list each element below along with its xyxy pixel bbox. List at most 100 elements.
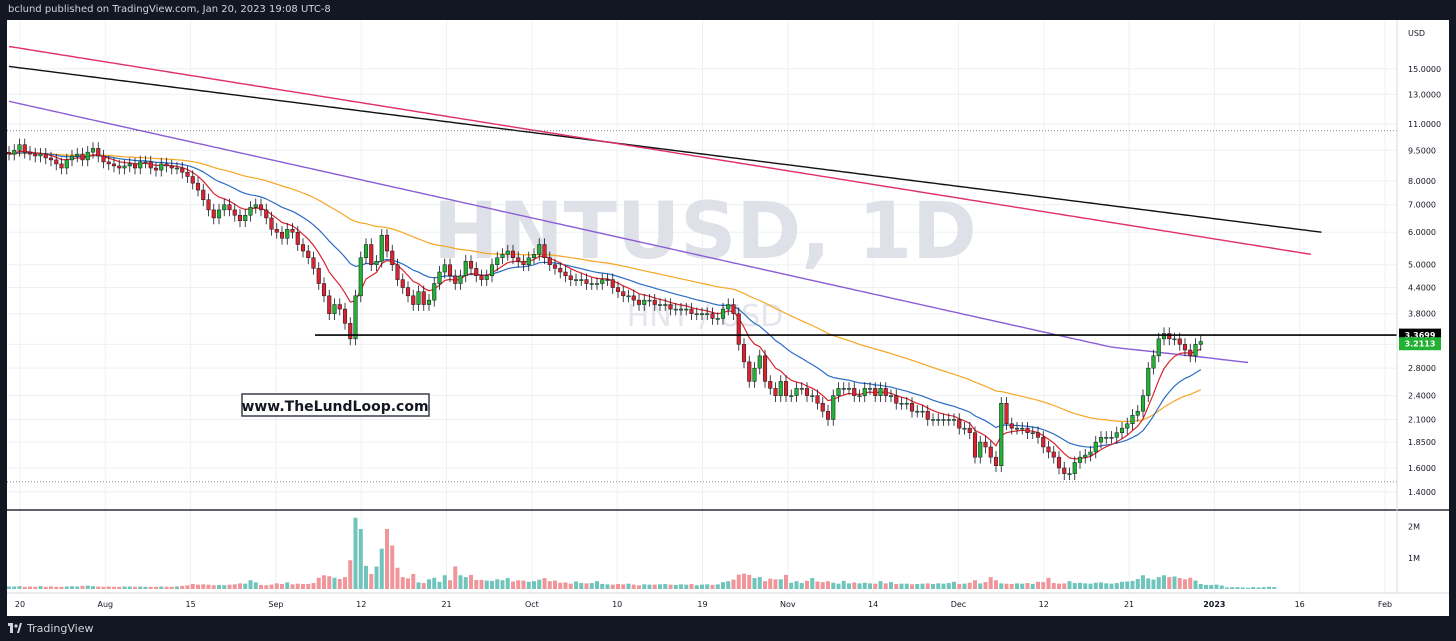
candle-body — [726, 304, 731, 310]
candle-up — [1119, 422, 1125, 440]
time-tick-label: 15 — [186, 600, 196, 609]
candle-up — [589, 277, 594, 290]
candle-body — [169, 165, 174, 169]
price-axis[interactable]: USD 15.0000 13.0000 11.0000 9.5000 8.0000 7.0… — [1408, 29, 1441, 497]
volume-bar — [799, 583, 804, 589]
candle-body — [6, 152, 12, 155]
volume-bar — [1135, 579, 1140, 589]
candle-body — [80, 153, 85, 161]
volume-bar — [222, 585, 227, 589]
candle-body — [972, 432, 978, 458]
volume-bar — [563, 582, 568, 589]
volume-bar — [196, 584, 200, 589]
candle-body — [258, 204, 264, 211]
candle-down — [269, 211, 274, 236]
volume-bar — [836, 583, 841, 589]
candle-down — [274, 223, 279, 239]
candle-body — [652, 299, 657, 305]
time-tick-label: Nov — [780, 600, 796, 609]
candle-down — [1167, 327, 1172, 346]
candle-body — [552, 264, 558, 269]
volume-bar — [364, 565, 368, 589]
volume-tick-label: 2M — [1408, 523, 1420, 532]
price-tick-label: 1.8500 — [1408, 438, 1436, 447]
candle-body — [138, 161, 143, 169]
candle-up — [437, 265, 442, 290]
candle-body — [153, 167, 159, 171]
candle-up — [253, 198, 258, 214]
candle-body — [195, 182, 201, 191]
candle-body — [243, 214, 248, 221]
candle-body — [710, 313, 715, 319]
price-tick-label: 4.4000 — [1408, 284, 1436, 293]
candle-body — [789, 395, 794, 397]
candle-up — [1198, 335, 1203, 351]
candle-body — [794, 388, 799, 396]
volume-bar — [1240, 587, 1245, 589]
volume-bar — [1204, 584, 1208, 589]
candle-body — [321, 283, 327, 297]
volume-bar — [301, 584, 305, 589]
candle-down — [957, 413, 962, 435]
candle-body — [437, 271, 442, 284]
candle-body — [85, 151, 90, 161]
website-badge-text: www.TheLundLoop.com — [241, 399, 428, 415]
candle-body — [38, 153, 43, 157]
candle-up — [836, 382, 841, 403]
candle-body — [285, 229, 290, 239]
candle-body — [930, 419, 936, 421]
candle-body — [227, 204, 232, 211]
candle-up — [143, 155, 148, 169]
candle-body — [232, 209, 237, 216]
volume-bar — [784, 574, 788, 589]
volume-bar — [931, 584, 935, 589]
candle-up — [1135, 405, 1140, 422]
candle-body — [1025, 427, 1030, 433]
candle-body — [474, 268, 479, 277]
candle-body — [426, 299, 432, 305]
candle-up — [579, 273, 584, 286]
candle-body — [1151, 355, 1156, 369]
candle-body — [547, 257, 552, 265]
horizontal-lines — [7, 130, 1397, 483]
candle-down — [190, 170, 195, 190]
volume-bar — [1130, 580, 1135, 589]
candle-down — [815, 389, 820, 410]
volume-bar — [1141, 575, 1145, 589]
candle-body — [741, 344, 747, 363]
volume-bar — [206, 584, 211, 589]
candle-body — [804, 388, 810, 396]
candle-body — [453, 275, 458, 284]
time-axis[interactable]: 20 Aug 15 Sep 12 21 Oct 10 19 Nov 14 Dec 12 21 2023 16 F… — [15, 600, 1392, 609]
candle-up — [174, 161, 180, 175]
volume-bar — [1198, 584, 1203, 589]
volume-bar — [374, 566, 379, 589]
volume-bar — [348, 560, 353, 589]
candle-body — [353, 295, 358, 340]
price-tick-label: 2.8000 — [1408, 364, 1436, 373]
candle-up — [831, 389, 836, 426]
volume-bar — [311, 583, 316, 589]
candle-up — [936, 413, 941, 426]
candle-up — [946, 413, 951, 426]
footer-brand[interactable]: TradingView — [8, 620, 93, 636]
volume-bar — [568, 583, 573, 589]
candle-up — [1114, 426, 1119, 444]
candle-up — [216, 203, 222, 225]
volume-bar — [726, 581, 731, 589]
volume-bar — [883, 583, 888, 589]
candle-down — [731, 298, 736, 321]
candle-body — [600, 279, 605, 284]
candle-body — [54, 159, 59, 165]
volume-bar — [679, 584, 683, 589]
volume-bar — [33, 586, 38, 589]
candle-body — [48, 157, 54, 161]
candle-body — [773, 388, 778, 396]
volume-bar — [1167, 577, 1172, 589]
volume-bar — [710, 584, 715, 589]
candle-body — [505, 250, 510, 255]
candle-body — [999, 402, 1004, 467]
volume-bar — [1156, 577, 1161, 589]
candle-body — [941, 419, 946, 421]
candle-body — [899, 402, 904, 405]
